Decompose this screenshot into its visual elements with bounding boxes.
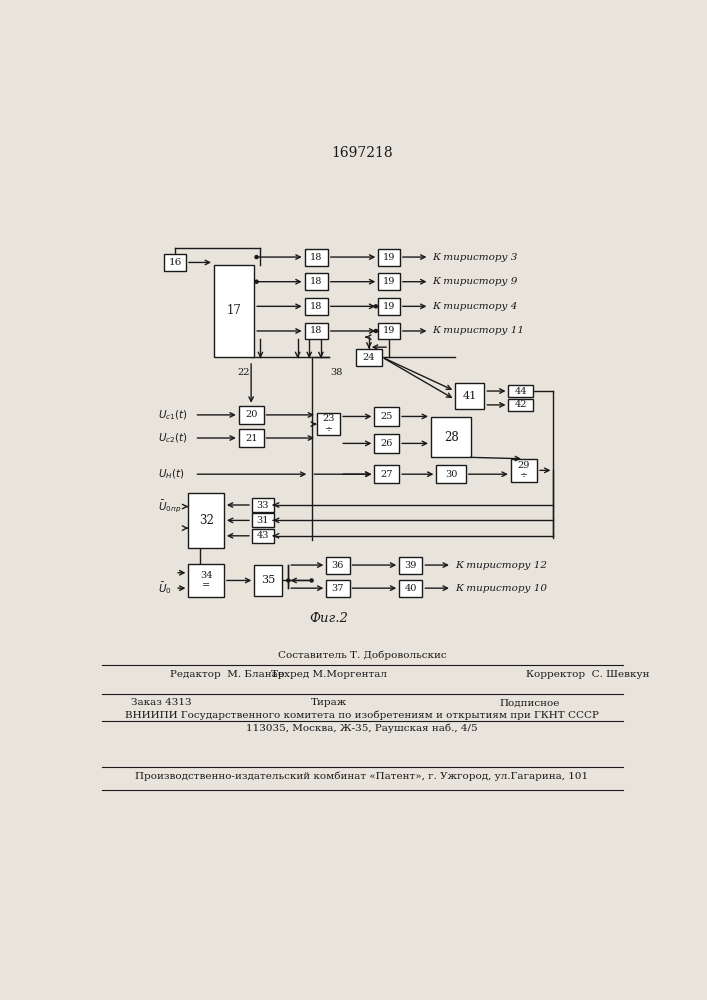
Text: К тиристору 11: К тиристору 11 [433,326,525,335]
Bar [305,249,328,266]
Text: К тиристору 4: К тиристору 4 [433,302,518,311]
Bar [239,406,264,424]
Text: 42: 42 [515,400,527,409]
Circle shape [374,329,378,333]
Text: Тираж: Тираж [310,698,346,707]
Circle shape [287,579,290,582]
Text: $\bar{U}_{0}$: $\bar{U}_{0}$ [158,580,172,596]
Bar [508,399,533,411]
Text: 25: 25 [380,412,393,421]
Text: Составитель Т. Добровольскис: Составитель Т. Добровольскис [278,650,446,660]
Text: Корректор  С. Шевкун: Корректор С. Шевкун [526,670,650,679]
Text: 33: 33 [257,500,269,510]
Text: $U_{c1}(t)$: $U_{c1}(t)$ [158,408,188,422]
Text: 18: 18 [310,277,322,286]
Text: $U_{H}(t)$: $U_{H}(t)$ [158,467,185,481]
Bar [327,580,349,597]
Text: 30: 30 [445,470,457,479]
Bar [305,298,328,315]
Bar [508,385,533,397]
Bar [239,429,264,447]
Text: 17: 17 [227,304,242,317]
Text: 16: 16 [168,258,182,267]
Text: 36: 36 [332,561,344,570]
Bar [255,565,282,596]
Bar [214,265,255,357]
Circle shape [310,579,313,582]
Text: 21: 21 [245,434,257,443]
Text: К тиристору 9: К тиристору 9 [433,277,518,286]
Bar [399,580,422,597]
Text: 113035, Москва, Ж-35, Раушская наб., 4/5: 113035, Москва, Ж-35, Раушская наб., 4/5 [246,724,478,733]
Text: 34
=: 34 = [200,571,212,590]
Text: 19: 19 [383,302,395,311]
Text: 31: 31 [257,516,269,525]
Text: 22: 22 [237,368,250,377]
Text: $\bar{U}_{0пр}$: $\bar{U}_{0пр}$ [158,498,182,515]
Bar [252,529,274,543]
Circle shape [255,280,258,283]
Text: 28: 28 [444,431,458,444]
Text: 24: 24 [363,353,375,362]
Text: 26: 26 [380,439,393,448]
Text: Подписное: Подписное [499,698,559,707]
Bar [378,273,400,290]
Bar [378,323,400,339]
Bar [374,434,399,453]
Text: 43: 43 [257,531,269,540]
Text: 32: 32 [199,514,214,527]
Text: Техред М.Моргентал: Техред М.Моргентал [271,670,387,679]
Text: 19: 19 [383,253,395,262]
Text: 19: 19 [383,277,395,286]
Text: 35: 35 [261,575,275,585]
Bar [188,493,224,548]
Bar [305,323,328,339]
Bar [378,298,400,315]
Text: 38: 38 [330,368,343,377]
Text: 20: 20 [245,410,257,419]
Bar [188,564,224,597]
Text: 40: 40 [404,584,417,593]
Bar [374,407,399,426]
Bar [374,465,399,483]
Text: К тиристору 12: К тиристору 12 [455,561,547,570]
Text: 23
÷: 23 ÷ [322,414,335,434]
Text: 1697218: 1697218 [331,146,393,160]
Text: Производственно-издательский комбинат «Патент», г. Ужгород, ул.Гагарина, 101: Производственно-издательский комбинат «П… [135,771,588,781]
Text: $U_{c2}(t)$: $U_{c2}(t)$ [158,431,188,445]
Text: 27: 27 [380,470,393,479]
Bar [431,417,472,457]
Circle shape [374,305,378,308]
Bar [164,254,186,271]
Bar [305,273,328,290]
Text: 18: 18 [310,253,322,262]
Text: 41: 41 [462,391,477,401]
Text: К тиристору 3: К тиристору 3 [433,253,518,262]
Bar [510,459,537,482]
Bar [252,498,274,512]
Text: 19: 19 [383,326,395,335]
Text: Заказ 4313: Заказ 4313 [131,698,192,707]
Circle shape [255,256,258,259]
Text: 18: 18 [310,326,322,335]
Bar [399,557,422,574]
Bar [436,465,466,483]
Bar [327,557,349,574]
Text: Редактор  М. Бланар: Редактор М. Бланар [170,670,284,679]
Text: ВНИИПИ Государственного комитета по изобретениям и открытиям при ГКНТ СССР: ВНИИПИ Государственного комитета по изоб… [125,710,599,720]
Text: 44: 44 [515,387,527,396]
Text: 29
÷: 29 ÷ [518,461,530,480]
Text: 39: 39 [404,561,417,570]
Text: 37: 37 [332,584,344,593]
Text: К тиристору 10: К тиристору 10 [455,584,547,593]
Text: 18: 18 [310,302,322,311]
Bar [356,349,382,366]
Bar [378,249,400,266]
Bar [252,513,274,527]
Bar [317,413,340,435]
Bar [455,383,484,409]
Text: Фиг.2: Фиг.2 [309,612,348,625]
